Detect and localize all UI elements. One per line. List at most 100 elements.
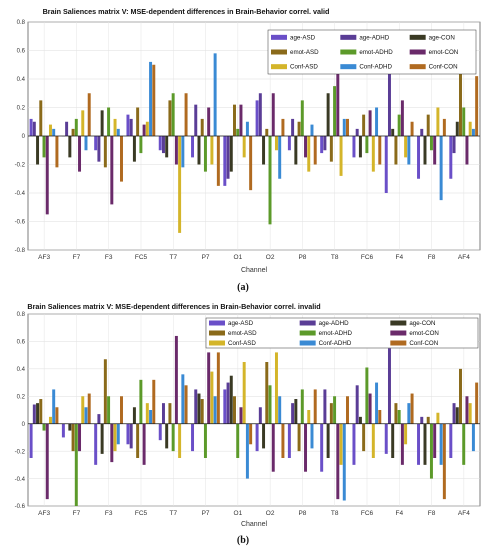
bar-age-ADHD-F3: [97, 414, 101, 424]
x-tick-label: F3: [105, 254, 113, 261]
bar-emot-ASD-O2: [265, 362, 269, 424]
x-tick-label: F7: [73, 254, 81, 261]
bar-emot-CON-AF4: [465, 396, 469, 424]
bar-Conf-CON-AF3: [55, 136, 59, 168]
bar-emot-ADHD-P8: [300, 389, 304, 424]
bar-emot-ADHD-P7: [203, 136, 207, 172]
bar-Conf-ASD-F7: [81, 396, 85, 424]
bar-age-ASD-F4: [384, 136, 388, 193]
bar-age-CON-AF3: [36, 136, 40, 165]
bar-emot-ASD-O2: [265, 128, 269, 137]
legend-swatch: [271, 64, 287, 70]
legend-entry: Conf-CON: [429, 64, 458, 71]
bar-emot-CON-FC5: [142, 124, 146, 136]
bar-age-CON-O2: [262, 423, 266, 449]
bar-age-CON-T8: [326, 423, 330, 458]
bar-age-ADHD-O1: [226, 136, 230, 179]
x-tick-label: FC5: [135, 254, 148, 261]
bar-age-CON-F7: [68, 423, 72, 431]
bar-age-ASD-F8: [417, 136, 421, 179]
bar-age-ASD-FC6: [352, 136, 356, 158]
bar-Conf-ASD-F4: [404, 423, 408, 445]
bar-emot-ADHD-O2: [268, 136, 272, 225]
legend-box: [205, 317, 479, 349]
bar-Conf-ADHD-O2: [278, 396, 282, 424]
bar-age-CON-P8: [294, 399, 298, 424]
x-tick-label: AF4: [458, 254, 470, 261]
bar-emot-ASD-F4: [394, 403, 398, 424]
bar-age-CON-F3: [100, 423, 104, 454]
bar-emot-ASD-F8: [426, 416, 430, 424]
bar-age-ADHD-F4: [387, 71, 391, 137]
legend-entry: age-CON: [409, 320, 435, 327]
x-tick-label: P7: [202, 510, 210, 517]
x-tick-label: O1: [234, 510, 243, 517]
bar-age-ADHD-T8: [323, 389, 327, 424]
bar-emot-ASD-FC5: [136, 423, 140, 458]
bar-emot-ASD-F8: [426, 114, 430, 137]
bar-age-CON-P7: [197, 136, 201, 165]
bar-age-ADHD-P7: [194, 104, 198, 136]
bar-emot-CON-F3: [110, 136, 114, 205]
legend-swatch: [299, 330, 316, 336]
bar-Conf-ASD-O2: [274, 136, 278, 151]
bar-age-CON-P7: [197, 393, 201, 424]
y-tick-label: 0: [22, 422, 26, 428]
bar-Conf-ASD-AF4: [468, 121, 472, 136]
y-tick-label: 0.2: [17, 394, 26, 400]
y-tick-label: -0.4: [15, 191, 26, 197]
bar-emot-CON-F8: [433, 136, 437, 165]
bar-emot-ADHD-T8: [333, 86, 337, 137]
bar-Conf-ADHD-FC6: [375, 107, 379, 136]
x-tick-label: O2: [266, 254, 275, 261]
bar-age-CON-O1: [229, 375, 233, 424]
bar-Conf-ADHD-T7: [181, 374, 185, 424]
bar-emot-ADHD-F7: [74, 118, 78, 136]
legend-swatch: [299, 320, 316, 326]
legend-entry: Conf-ASD: [228, 340, 256, 347]
bar-age-CON-T7: [165, 423, 169, 449]
bar-age-ADHD-P8: [291, 403, 295, 424]
legend: age-ASD age-ADHD age-CON emot-ASD emot-ADHD e…: [205, 317, 479, 349]
bar-Conf-ADHD-FC6: [375, 382, 379, 424]
bar-Conf-CON-F8: [442, 423, 446, 500]
bar-emot-ASD-O1: [233, 104, 236, 136]
bar-Conf-CON-T7: [184, 385, 188, 424]
bar-emot-CON-O2: [271, 93, 275, 136]
bar-emot-ASD-P7: [200, 399, 204, 424]
bar-Conf-CON-FC6: [378, 410, 382, 424]
bar-age-CON-FC5: [132, 136, 136, 162]
bar-Conf-ASD-FC6: [371, 136, 375, 172]
bar-emot-CON-P8: [304, 136, 308, 158]
bar-age-ADHD-P7: [194, 389, 198, 424]
bar-Conf-ASD-P7: [210, 371, 214, 424]
bar-emot-ADHD-P7: [203, 423, 207, 458]
x-tick-label: F3: [105, 510, 113, 517]
bar-age-ASD-O2: [255, 423, 259, 452]
bar-Conf-CON-O2: [281, 423, 285, 458]
bar-age-ASD-T8: [320, 423, 324, 472]
bar-emot-CON-FC5: [142, 423, 146, 465]
bar-age-ASD-P8: [287, 136, 291, 151]
bar-emot-CON-FC6: [368, 110, 372, 136]
bar-age-ASD-P8: [287, 423, 291, 458]
bar-Conf-ADHD-AF3: [52, 128, 56, 137]
bar-age-ASD-AF4: [449, 423, 453, 458]
bar-age-ASD-AF3: [29, 423, 33, 458]
bar-emot-ADHD-O2: [268, 385, 272, 424]
bar-emot-ADHD-FC6: [365, 136, 369, 154]
bar-Conf-CON-F8: [442, 118, 446, 136]
bar-emot-ASD-T7: [168, 403, 172, 424]
bar-age-CON-AF3: [36, 403, 40, 424]
bar-emot-CON-F4: [400, 423, 404, 465]
bar-Conf-ADHD-FC5: [149, 410, 153, 424]
bar-age-ASD-P7: [191, 423, 195, 452]
bar-age-ADHD-O1: [226, 382, 230, 424]
x-tick-label: AF4: [458, 510, 470, 517]
bar-age-ADHD-AF4: [452, 136, 456, 154]
bar-Conf-ASD-F8: [436, 412, 440, 424]
bar-emot-CON-F3: [110, 423, 114, 463]
bar-emot-ADHD-F7: [74, 423, 78, 506]
chart-panel-a: 0.8 0.6 0.4 0.2 0 -0.2 -0.4 -0.6 -0.8 AF3 F7 F3 FC5 T…: [15, 7, 481, 293]
